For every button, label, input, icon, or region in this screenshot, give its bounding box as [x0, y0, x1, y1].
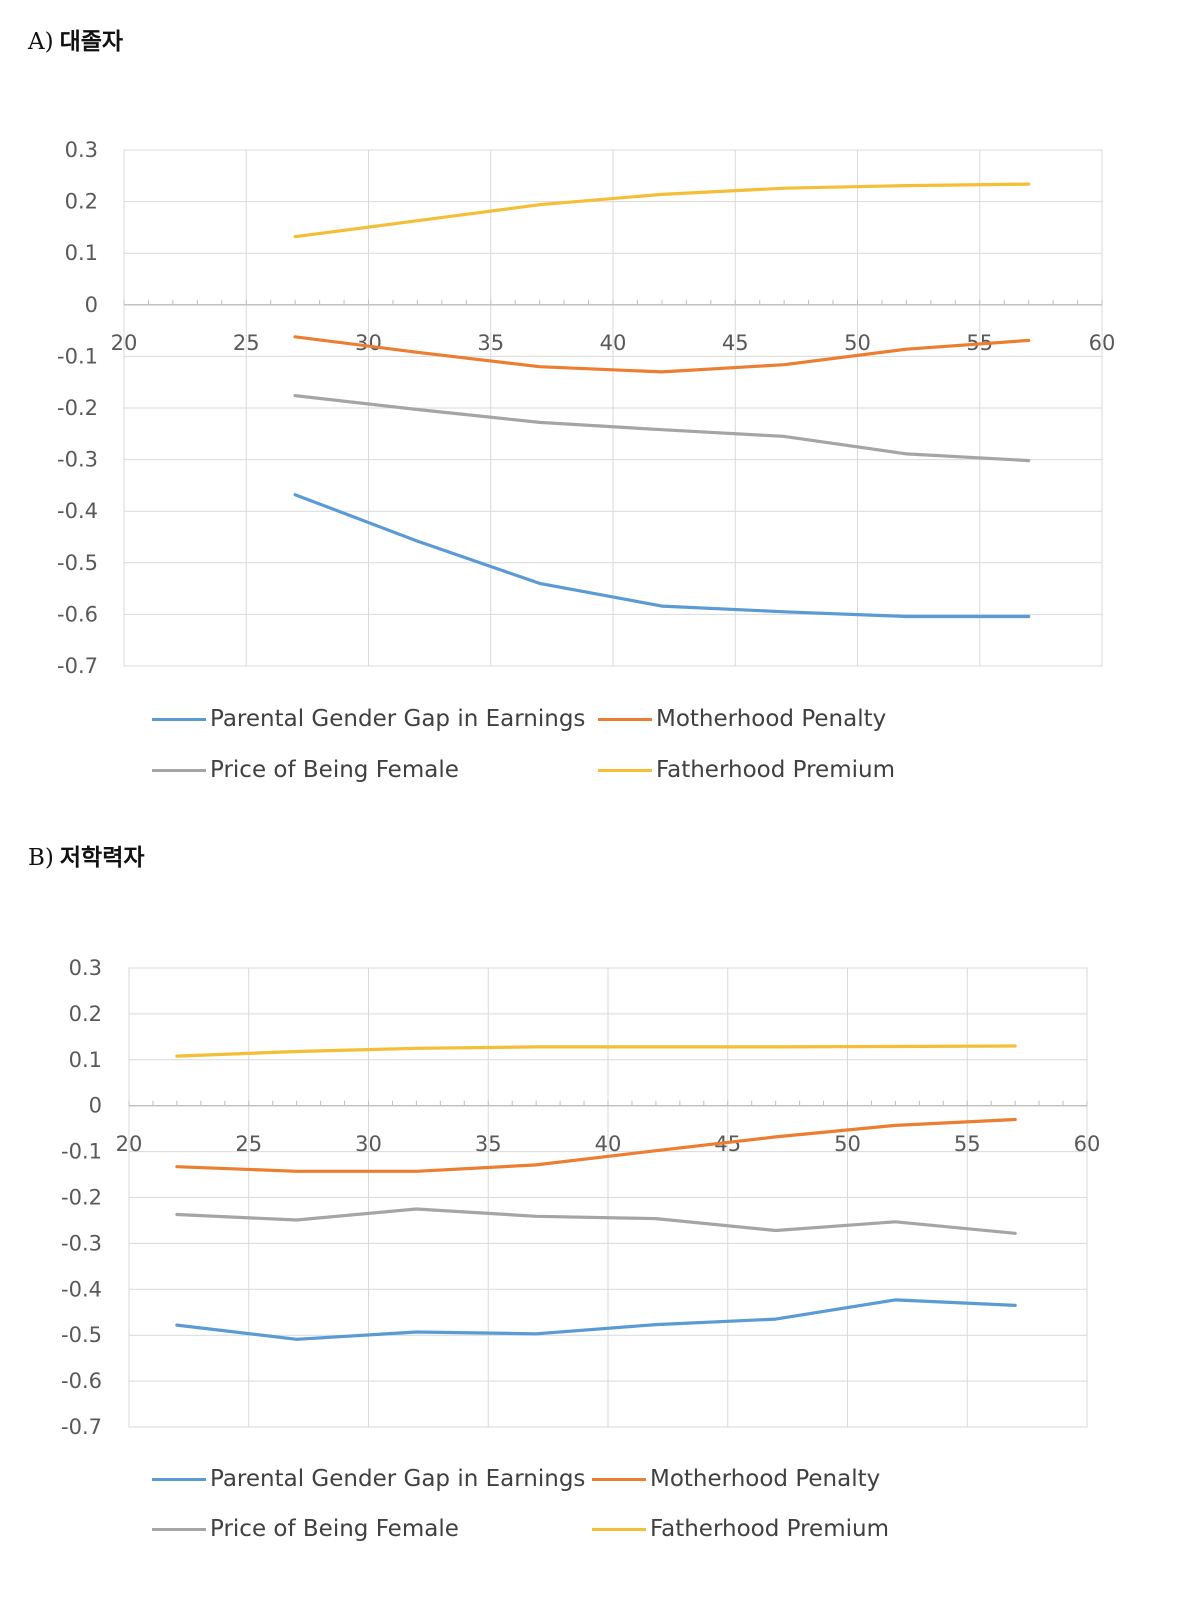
y-tick-label: 0.2	[69, 1002, 102, 1026]
y-tick-label: -0.6	[61, 1369, 102, 1393]
x-tick-label: 40	[595, 1132, 622, 1156]
x-tick-label: 30	[355, 331, 382, 355]
y-tick-label: -0.2	[57, 396, 98, 420]
x-tick-label: 35	[475, 1132, 502, 1156]
y-tick-label: -0.3	[61, 1231, 102, 1255]
y-tick-label: -0.3	[57, 448, 98, 472]
y-tick-label: 0.3	[69, 956, 102, 980]
x-tick-label: 20	[111, 331, 138, 355]
series-line	[293, 182, 1031, 239]
y-tick-label: 0.3	[65, 138, 98, 162]
panel-a-name: 대졸자	[59, 29, 124, 55]
series-line	[175, 1044, 1017, 1058]
y-tick-label: -0.7	[57, 654, 98, 678]
y-tick-label: -0.5	[61, 1323, 102, 1347]
x-tick-label: 40	[600, 331, 627, 355]
y-tick-label: -0.7	[61, 1415, 102, 1439]
panel-a-title: A) 대졸자	[28, 22, 123, 56]
y-tick-label: -0.1	[61, 1140, 102, 1164]
x-tick-label: 50	[834, 1132, 861, 1156]
y-tick-label: -0.4	[61, 1277, 102, 1301]
x-tick-label: 25	[235, 1132, 262, 1156]
series-line	[175, 1207, 1017, 1235]
series-line	[175, 1298, 1017, 1341]
x-tick-label: 50	[844, 331, 871, 355]
series-line	[293, 394, 1031, 463]
y-tick-label: -0.4	[57, 499, 98, 523]
series-line	[293, 335, 1031, 374]
y-tick-label: -0.2	[61, 1186, 102, 1210]
x-tick-label: 45	[722, 331, 749, 355]
x-tick-label: 20	[116, 1132, 143, 1156]
panel-a-letter: A)	[28, 29, 54, 55]
y-tick-label: -0.1	[57, 344, 98, 368]
y-tick-label: 0.1	[65, 241, 98, 265]
y-tick-label: 0.2	[65, 190, 98, 214]
panel-b-title: B) 저학력자	[28, 838, 145, 872]
chart-a: 0.3 0.2 0.1 0 -0.1 -0.2 -0.3 -0.4 -0.5 -0.6 -0.7 20…	[57, 138, 1116, 678]
panel-b-name: 저학력자	[59, 845, 145, 871]
x-tick-label: 30	[355, 1132, 382, 1156]
panel-b-letter: B)	[28, 845, 54, 871]
x-tick-label: 35	[477, 331, 504, 355]
y-tick-label: 0.1	[69, 1048, 102, 1072]
y-tick-label: -0.6	[57, 602, 98, 626]
x-tick-label: 55	[954, 1132, 981, 1156]
x-tick-label: 60	[1074, 1132, 1101, 1156]
y-tick-label: 0	[89, 1094, 102, 1118]
y-tick-label: -0.5	[57, 551, 98, 575]
x-tick-label: 25	[233, 331, 260, 355]
series-line	[293, 493, 1031, 619]
y-tick-label: 0	[85, 293, 98, 317]
series-line	[175, 1117, 1017, 1173]
x-tick-label: 60	[1089, 331, 1116, 355]
